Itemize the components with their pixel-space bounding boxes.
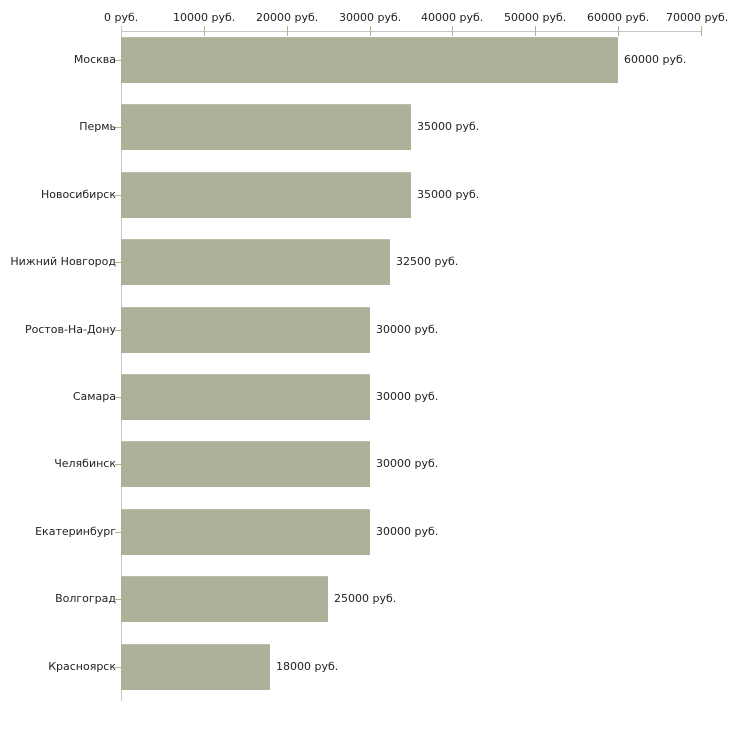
value-label: 35000 руб. (417, 120, 480, 133)
y-axis-tick (115, 262, 121, 263)
bar (121, 509, 370, 555)
x-axis-tick-label: 20000 руб. (256, 11, 319, 24)
bar (121, 172, 411, 218)
bar (121, 37, 618, 83)
category-label: Ростов-На-Дону (24, 323, 116, 336)
x-axis-tick-label: 70000 руб. (666, 11, 729, 24)
x-axis-tick-label: 40000 руб. (421, 11, 484, 24)
x-axis-tick-label: 10000 руб. (173, 11, 236, 24)
category-label: Нижний Новгород (10, 255, 116, 268)
bar (121, 374, 370, 420)
x-axis-tick-label: 0 руб. (104, 11, 139, 24)
bar (121, 307, 370, 353)
bar (121, 239, 390, 285)
value-label: 25000 руб. (334, 592, 397, 605)
y-axis-line (121, 26, 122, 701)
x-axis-tick (701, 26, 702, 36)
y-axis-tick (115, 397, 121, 398)
x-axis-tick (370, 26, 371, 36)
x-axis-tick (452, 26, 453, 36)
category-label: Самара (72, 390, 116, 403)
bar (121, 441, 370, 487)
bar (121, 576, 328, 622)
y-axis-tick (115, 464, 121, 465)
category-label: Челябинск (54, 457, 116, 470)
value-label: 30000 руб. (376, 390, 439, 403)
category-label: Волгоград (55, 592, 116, 605)
value-label: 60000 руб. (624, 53, 687, 66)
y-axis-tick (115, 60, 121, 61)
x-axis-tick (287, 26, 288, 36)
y-axis-tick (115, 532, 121, 533)
value-label: 30000 руб. (376, 323, 439, 336)
x-axis-line (121, 31, 701, 32)
category-label: Москва (73, 53, 116, 66)
bar (121, 104, 411, 150)
category-label: Новосибирск (40, 188, 116, 201)
x-axis-tick-label: 50000 руб. (504, 11, 567, 24)
category-label: Пермь (79, 120, 116, 133)
x-axis-tick-label: 30000 руб. (339, 11, 402, 24)
category-label: Красноярск (48, 660, 116, 673)
y-axis-tick (115, 330, 121, 331)
x-axis-tick (535, 26, 536, 36)
bar (121, 644, 270, 690)
y-axis-tick (115, 127, 121, 128)
value-label: 18000 руб. (276, 660, 339, 673)
x-axis-tick-label: 60000 руб. (587, 11, 650, 24)
y-axis-tick (115, 195, 121, 196)
y-axis-tick (115, 599, 121, 600)
x-axis-tick (618, 26, 619, 36)
category-label: Екатеринбург (35, 525, 116, 538)
y-axis-tick (115, 667, 121, 668)
x-axis-tick (204, 26, 205, 36)
value-label: 30000 руб. (376, 457, 439, 470)
value-label: 35000 руб. (417, 188, 480, 201)
value-label: 30000 руб. (376, 525, 439, 538)
value-label: 32500 руб. (396, 255, 459, 268)
